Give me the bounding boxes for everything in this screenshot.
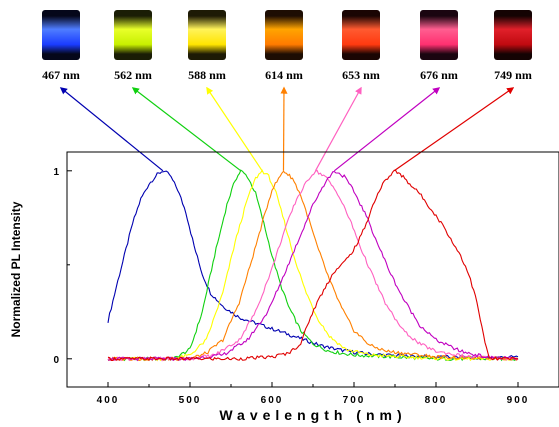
peak-arrow <box>393 87 515 172</box>
x-axis-label: Wavelength (nm) <box>219 407 406 423</box>
emission-photo <box>342 10 380 60</box>
vial-glow <box>42 16 80 54</box>
pl-series-line <box>107 169 519 362</box>
x-tick-label: 800 <box>425 395 448 406</box>
emission-label: 614 nm <box>265 68 303 82</box>
pl-series-line <box>107 170 519 362</box>
emission-photo <box>42 10 80 60</box>
peak-arrow <box>59 87 164 172</box>
peak-arrow <box>333 87 441 172</box>
emission-photo-row: 467 nm 562 nm 588 nm 614 nm 653 nm 676 nm 749 … <box>0 0 559 90</box>
pl-series-line <box>107 169 519 362</box>
emission-label: 749 nm <box>494 68 532 82</box>
vial-glow <box>114 16 152 54</box>
emission-label: 562 nm <box>114 68 152 82</box>
y-tick-label: 1 <box>53 167 59 178</box>
vial-glow <box>420 16 458 54</box>
y-axis-label: Normalized PL Intensity <box>9 201 23 337</box>
axes-layer: 400 500 600 700 800 900 0 1 <box>53 167 530 406</box>
emission-label: 467 nm <box>42 68 80 82</box>
pl-series-line <box>107 169 519 362</box>
emission-label: 653 nm <box>342 68 380 82</box>
peak-arrow <box>314 86 362 172</box>
emission-photo <box>494 10 532 60</box>
emission-photo <box>114 10 152 60</box>
vial-glow <box>265 16 303 54</box>
x-tick-label: 900 <box>507 395 530 406</box>
pl-series-line <box>107 169 518 362</box>
x-tick-label: 500 <box>179 395 202 406</box>
emission-photo <box>420 10 458 60</box>
vial-glow <box>342 16 380 54</box>
emission-label: 588 nm <box>188 68 226 82</box>
pl-series-line <box>107 171 519 362</box>
pl-series-line <box>107 170 519 361</box>
emission-photo <box>265 10 303 60</box>
vial-glow <box>188 16 226 54</box>
y-tick-label: 0 <box>53 355 59 366</box>
emission-photo <box>188 10 226 60</box>
peak-arrow <box>206 86 263 172</box>
x-tick-label: 400 <box>97 395 120 406</box>
vial-glow <box>494 16 532 54</box>
plot-frame <box>66 151 559 388</box>
peak-arrow <box>131 87 242 172</box>
series-layer <box>107 169 519 362</box>
arrows-layer <box>59 86 515 172</box>
x-tick-label: 700 <box>343 395 366 406</box>
emission-label: 676 nm <box>420 68 458 82</box>
peak-arrow <box>280 86 288 171</box>
x-tick-label: 600 <box>261 395 284 406</box>
